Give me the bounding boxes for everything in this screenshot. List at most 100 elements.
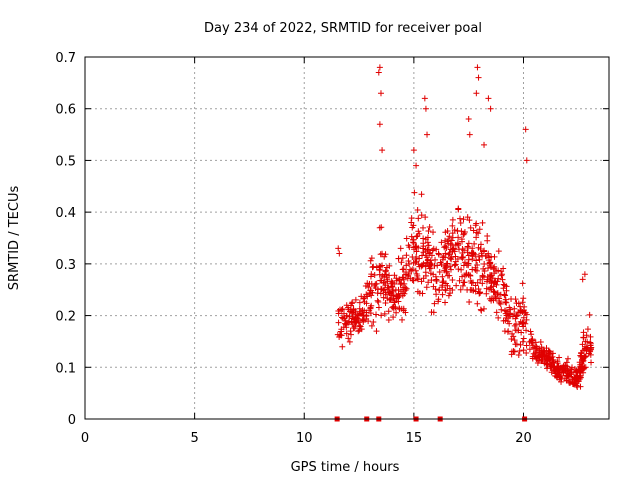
data-point [582,353,589,360]
x-tick-label: 10 [296,431,313,446]
data-point [393,295,400,302]
data-point [579,358,586,365]
data-point [480,305,487,312]
data-point [540,347,547,354]
data-point [519,280,526,287]
data-point [505,328,512,335]
data-point [411,246,418,253]
data-point [399,255,406,262]
y-tick-label: 0 [68,413,76,428]
data-point [469,253,476,260]
data-point [490,289,497,296]
data-point [469,245,476,252]
data-point [474,300,481,307]
data-point [387,296,394,303]
data-point [503,299,510,306]
data-point [500,281,507,288]
data-point [473,220,480,227]
data-point [481,260,488,267]
data-point [477,306,484,313]
data-point [364,293,371,300]
data-point [370,263,377,270]
data-point [335,310,342,317]
data-point [473,234,480,241]
data-point [343,330,350,337]
data-point [433,246,440,253]
data-point [424,256,431,263]
data-point [409,239,416,246]
data-point [465,262,472,269]
data-point [526,346,533,353]
data-point [586,311,593,318]
data-point [467,224,474,231]
data-point [521,310,528,317]
data-point [481,268,488,275]
data-point [537,351,544,358]
data-point [457,286,464,293]
data-point [390,314,397,321]
data-point [399,316,406,323]
data-point [372,281,379,288]
data-point [447,290,454,297]
data-point [547,362,554,369]
data-point [520,319,527,326]
data-point [494,278,501,285]
data-point [436,269,443,276]
data-point [482,253,489,260]
data-point [538,357,545,364]
data-point [537,339,544,346]
data-point [489,275,496,282]
data-point [476,226,483,233]
data-point [522,309,529,316]
data-point [352,315,359,322]
data-point [545,347,552,354]
data-point [367,273,374,280]
data-point [556,354,563,361]
data-point [444,260,451,267]
data-point [459,273,466,280]
data-point [445,251,452,258]
data-point-outlier [522,126,529,133]
data-point-outlier [395,255,402,262]
data-point [527,328,534,335]
data-point [517,309,524,316]
data-point [425,262,432,269]
data-point [510,348,517,355]
data-point [381,279,388,286]
data-point [447,266,454,273]
data-point [578,366,585,373]
data-point [493,281,500,288]
data-point [352,323,359,330]
y-tick-label: 0.6 [55,103,76,118]
data-point [453,282,460,289]
data-point [490,283,497,290]
data-point [449,234,456,241]
data-point [465,252,472,259]
data-point [442,254,449,261]
data-point [427,270,434,277]
data-point [479,219,486,226]
data-point [487,264,494,271]
data-point [358,293,365,300]
data-point [400,274,407,281]
data-point [436,287,443,294]
data-point [434,262,441,269]
data-point [472,288,479,295]
data-point [466,299,473,306]
data-point [369,264,376,271]
data-point [588,359,595,366]
data-point [386,290,393,297]
data-point [532,339,539,346]
data-point [376,224,383,231]
data-point [373,328,380,335]
data-point [580,329,587,336]
data-point [495,275,502,282]
data-point [358,310,365,317]
data-point [495,314,502,321]
data-point [469,256,476,263]
data-point [477,276,484,283]
data-point [475,253,482,260]
data-point [346,318,353,325]
data-point [367,310,374,317]
data-point [391,272,398,279]
